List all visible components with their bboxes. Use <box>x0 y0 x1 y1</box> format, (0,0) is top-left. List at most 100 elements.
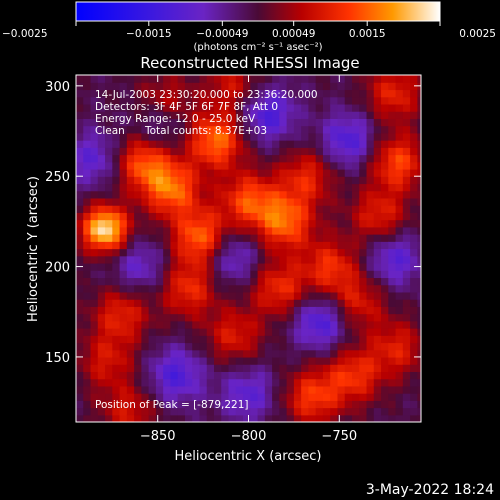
heatmap-cell <box>221 378 230 387</box>
heatmap-cell <box>417 118 421 127</box>
heatmap-cell <box>163 111 172 119</box>
heatmap-cell <box>250 299 259 307</box>
heatmap-cell <box>105 349 113 358</box>
heatmap-cell <box>279 190 288 199</box>
heatmap-cell <box>214 284 222 293</box>
heatmap-cell <box>417 205 421 213</box>
heatmap-cell <box>199 335 208 344</box>
heatmap-cell <box>337 226 346 235</box>
heatmap-cell <box>417 190 421 199</box>
heatmap-cell <box>373 349 382 358</box>
heatmap-cell <box>373 183 382 192</box>
heatmap-cell <box>83 299 92 307</box>
heatmap-cell <box>119 414 128 422</box>
heatmap-cell <box>221 335 230 344</box>
heatmap-cell <box>381 132 389 141</box>
heatmap-cell <box>214 313 222 322</box>
heatmap-cell <box>250 176 259 185</box>
heatmap-cell <box>410 125 418 134</box>
heatmap-cell <box>206 103 215 112</box>
heatmap-cell <box>272 291 280 300</box>
heatmap-cell <box>366 371 375 380</box>
heatmap-cell <box>381 262 389 271</box>
heatmap-cell <box>83 96 92 105</box>
heatmap-cell <box>330 407 339 416</box>
heatmap-cell <box>141 364 150 372</box>
heatmap-cell <box>235 284 244 293</box>
heatmap-cell <box>134 89 142 98</box>
heatmap-cell <box>90 168 99 177</box>
heatmap-cell <box>344 118 353 127</box>
heatmap-cell <box>344 241 353 250</box>
heatmap-cell <box>126 176 135 185</box>
heatmap-cell <box>119 393 128 401</box>
heatmap-cell <box>170 407 179 416</box>
heatmap-cell <box>192 414 201 422</box>
heatmap-cell <box>322 161 331 170</box>
heatmap-cell <box>155 118 164 127</box>
heatmap-cell <box>184 400 193 409</box>
heatmap-cell <box>366 270 375 279</box>
heatmap-cell <box>322 125 331 134</box>
heatmap-cell <box>83 234 92 242</box>
heatmap-cell <box>322 349 331 358</box>
heatmap-cell <box>395 154 404 163</box>
heatmap-cell <box>214 219 222 228</box>
heatmap-cell <box>264 393 273 401</box>
heatmap-cell <box>97 183 106 192</box>
heatmap-cell <box>228 125 237 134</box>
heatmap-cell <box>126 342 135 351</box>
heatmap-cell <box>410 89 418 98</box>
heatmap-cell <box>141 299 150 307</box>
heatmap-cell <box>221 103 230 112</box>
heatmap-cell <box>359 125 368 134</box>
heatmap-cell <box>315 161 324 170</box>
heatmap-cell <box>243 284 251 293</box>
heatmap-cell <box>170 393 179 401</box>
heatmap-cell <box>402 75 411 83</box>
heatmap-cell <box>381 400 389 409</box>
heatmap-cell <box>402 364 411 372</box>
heatmap-cell <box>395 349 404 358</box>
heatmap-cell <box>344 226 353 235</box>
heatmap-cell <box>214 342 222 351</box>
heatmap-cell <box>366 226 375 235</box>
heatmap-cell <box>243 197 251 206</box>
heatmap-cell <box>83 378 92 387</box>
heatmap-cell <box>402 183 411 192</box>
heatmap-cell <box>228 89 237 98</box>
heatmap-cell <box>315 205 324 213</box>
heatmap-cell <box>243 270 251 279</box>
heatmap-cell <box>105 342 113 351</box>
heatmap-cell <box>184 197 193 206</box>
heatmap-cell <box>308 161 317 170</box>
heatmap-cell <box>366 212 375 221</box>
heatmap-cell <box>395 183 404 192</box>
heatmap-cell <box>119 371 128 380</box>
heatmap-cell <box>352 147 360 156</box>
heatmap-cell <box>148 277 157 286</box>
heatmap-cell <box>126 262 135 271</box>
heatmap-cell <box>352 262 360 271</box>
heatmap-cell <box>250 407 259 416</box>
heatmap-cell <box>90 89 99 98</box>
heatmap-cell <box>134 255 142 264</box>
heatmap-cell <box>395 219 404 228</box>
heatmap-cell <box>402 241 411 250</box>
heatmap-cell <box>163 364 172 372</box>
heatmap-cell <box>83 291 92 300</box>
heatmap-cell <box>177 328 186 336</box>
heatmap-cell <box>410 234 418 242</box>
colorbar-tick-label: −0.00049 <box>196 28 248 40</box>
heatmap-cell <box>76 226 84 235</box>
heatmap-cell <box>308 154 317 163</box>
heatmap-cell <box>395 335 404 344</box>
heatmap-cell <box>119 161 128 170</box>
heatmap-cell <box>148 154 157 163</box>
heatmap-cell <box>366 255 375 264</box>
heatmap-cell <box>315 111 324 119</box>
heatmap-cell <box>105 168 113 177</box>
heatmap-cell <box>301 335 310 344</box>
heatmap-cell <box>330 219 339 228</box>
